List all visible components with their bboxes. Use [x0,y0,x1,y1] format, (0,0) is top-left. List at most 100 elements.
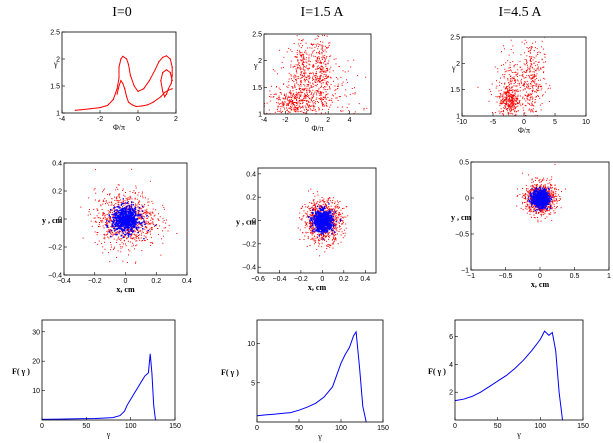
data-point [334,118,335,119]
data-point [298,45,300,47]
data-point [512,91,514,93]
data-point [497,68,499,70]
data-point [127,218,130,221]
data-point [130,235,132,237]
data-point [296,57,298,59]
data-point [328,215,330,217]
data-point [295,71,297,73]
data-point [529,51,531,53]
data-point [287,109,288,111]
data-point [162,56,164,59]
data-point [533,25,534,26]
data-point [530,58,531,60]
data-point [129,210,132,213]
data-point [497,71,499,73]
data-point [327,208,329,210]
data-point [510,78,512,80]
data-point [511,103,513,105]
data-point [331,224,333,226]
data-point [358,103,360,105]
data-point [293,102,294,104]
data-point [323,202,325,204]
data-point [532,100,533,102]
chart-phase-1: I=1.5 A-4 -2 0 2 411.522.5Φ/πγ [252,5,372,133]
data-point [96,232,98,233]
data-point [523,63,525,65]
x-tick-label: −0.4 [57,278,71,285]
data-point [503,86,505,88]
data-point [501,101,503,103]
data-point [145,210,147,212]
data-point [310,217,312,219]
data-point [137,229,139,231]
data-point [278,97,280,99]
data-point [521,68,523,70]
data-point [347,215,349,217]
x-axis-label: x, cm [116,285,135,294]
data-point [501,113,503,115]
data-point [313,218,315,221]
data-point [89,213,91,215]
data-point [301,29,302,30]
data-point [526,70,528,72]
data-point [327,96,329,98]
data-point [319,201,321,203]
data-point [532,67,534,69]
data-point [130,213,133,215]
data-point [312,215,314,217]
data-point [338,215,340,217]
data-point [331,217,333,219]
data-point [498,110,500,112]
data-point [296,93,298,95]
data-point [316,66,318,68]
data-point [122,55,124,57]
data-point [514,134,515,135]
data-point [122,216,125,218]
data-point [137,213,139,215]
data-point [511,99,513,101]
data-point [298,100,300,101]
data-point [315,209,317,211]
data-point [315,45,317,47]
data-point [507,95,509,97]
data-point [526,136,527,137]
data-point [125,219,127,222]
data-point [117,202,119,204]
data-point [309,220,311,222]
data-point [118,220,121,222]
data-point [141,250,143,252]
data-point [114,216,116,219]
data-point [142,195,144,197]
data-point [130,231,132,232]
data-point [534,75,536,77]
data-point [329,71,331,73]
data-point [122,232,125,234]
data-point [307,206,308,208]
data-point [342,220,344,222]
data-point [315,223,317,225]
data-point [304,89,305,91]
data-point [540,109,542,111]
data-point [515,134,516,135]
data-point [280,93,282,95]
data-point [504,100,506,102]
data-point [130,205,132,207]
data-point [509,101,511,103]
data-point [301,99,303,101]
data-point [128,227,130,229]
data-point [307,75,309,77]
data-point [296,56,298,58]
data-point [132,213,135,216]
data-point [134,209,136,211]
data-point [303,79,305,81]
data-point [302,64,304,65]
data-point [496,96,498,98]
data-point [144,226,146,228]
data-point [131,225,133,228]
data-point [309,216,311,218]
data-point [317,48,319,50]
data-point [297,63,299,65]
data-point [110,210,112,212]
data-point [290,99,292,101]
data-point [528,56,530,58]
